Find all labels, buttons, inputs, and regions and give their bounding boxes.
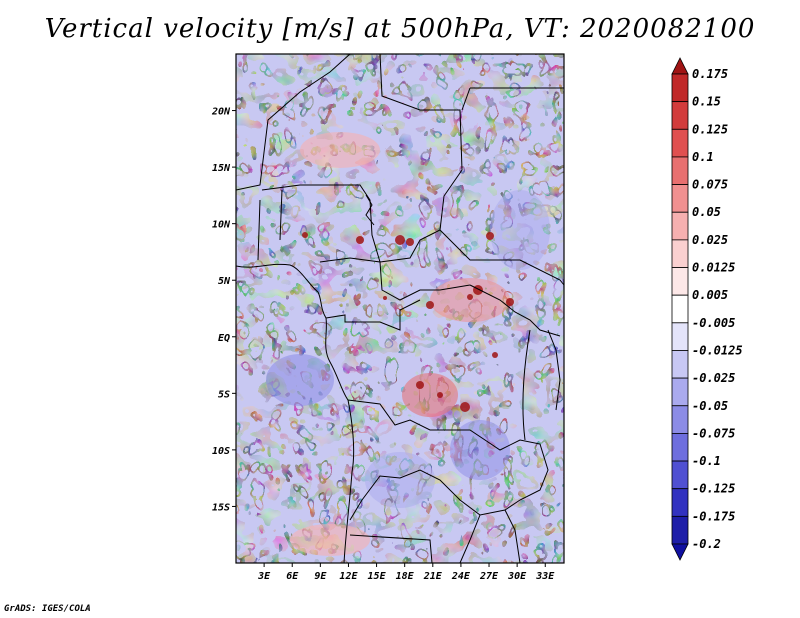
colorbar-swatch [671,239,689,268]
colorbar-label: -0.0125 [692,343,743,357]
colorbar-swatch [671,433,689,462]
colorbar-label: -0.1 [692,454,721,468]
latitude-axis: 20N 15N 10N 5N EQ 5S 10S 15S [211,107,236,513]
lon-label: 3E [257,571,271,582]
colorbar-swatch [671,515,689,545]
colorbar-label: 0.15 [692,95,721,109]
lon-label: 15E [368,571,387,582]
colorbar-label: 0.005 [692,288,728,302]
colorbar-top-arrow [671,57,689,75]
colorbar-label: 0.1 [692,150,714,164]
colorbar-swatch [671,294,689,324]
colorbar-label: -0.05 [692,399,728,413]
lat-label: 5S [218,389,230,400]
colorbar-label: -0.005 [692,316,735,330]
lon-label: 27E [479,571,499,582]
colorbar-swatch [671,73,689,103]
lat-label: EQ [218,333,230,344]
lat-label: 15N [212,163,231,174]
lon-label: 33E [535,571,555,582]
colorbar-swatch [671,128,689,158]
colorbar-swatch [671,405,689,434]
lat-label: 15S [212,502,230,513]
lat-label: 5N [218,276,231,287]
grads-credit: GrADS: IGES/COLA [4,604,91,614]
colorbar-label: -0.175 [692,509,735,523]
colorbar-label: 0.075 [692,178,728,192]
colorbar-label: 0.175 [692,67,728,81]
lon-label: 12E [339,571,358,582]
chart-title: Vertical velocity [m/s] at 500hPa, VT: 2… [44,14,756,44]
map-frame [235,53,565,564]
colorbar-label: -0.075 [692,426,735,440]
colorbar-swatch [671,488,689,517]
colorbar-label: -0.2 [692,537,721,551]
colorbar-label: 0.05 [692,205,721,219]
lat-label: 10S [212,446,230,457]
colorbar-bottom-arrow [671,543,689,561]
colorbar-label: 0.0125 [692,261,735,275]
colorbar-swatch [671,211,689,241]
lon-label: 30E [507,571,527,582]
lon-label: 21E [423,571,443,582]
colorbar-swatch [671,267,689,296]
colorbar-label: 0.125 [692,122,728,136]
lat-label: 10N [212,220,231,231]
colorbar-swatch [671,156,689,185]
colorbar-swatch [671,322,689,351]
lon-label: 18E [396,571,415,582]
lon-label: 24E [451,571,471,582]
colorbar-swatch [671,184,689,213]
colorbar-label: -0.025 [692,371,735,385]
lat-label: 20N [211,107,231,118]
colorbar-label: 0.025 [692,233,728,247]
longitude-axis: 3E 6E 9E 12E 15E 18E 21E 24E 27E 30E 33E [257,563,555,582]
colorbar: 0.175 0.15 0.125 0.1 0.075 0.05 0.025 0.0125 0.0… [671,57,743,561]
colorbar-swatch [671,101,689,130]
colorbar-swatch [671,377,689,407]
lon-label: 9E [314,571,327,582]
colorbar-swatch [671,350,689,379]
colorbar-label: -0.125 [692,482,735,496]
colorbar-swatch [671,460,689,490]
velocity-field [236,54,564,563]
lon-label: 6E [286,571,299,582]
